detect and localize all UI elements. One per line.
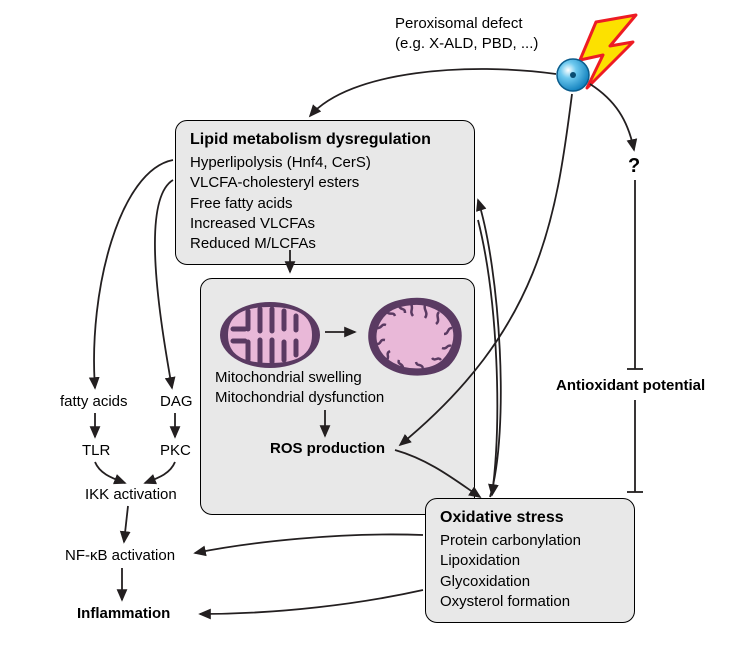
lightning-bolt-icon <box>580 15 636 88</box>
dag-label: DAG <box>160 393 193 410</box>
mito-item: Mitochondrial swelling <box>215 368 460 388</box>
oxi-item: Glycoxidation <box>440 572 620 592</box>
peroxisome-icon <box>557 59 589 91</box>
oxi-item: Lipoxidation <box>440 551 620 571</box>
antioxidant-label: Antioxidant potential <box>556 377 705 394</box>
title-line1: Peroxisomal defect <box>395 15 523 32</box>
ros-label: ROS production <box>270 440 385 457</box>
lipid-box: Lipid metabolism dysregulation Hyperlipo… <box>175 120 475 265</box>
lipid-item: VLCFA-cholesteryl esters <box>190 173 460 193</box>
pkc-label: PKC <box>160 442 191 459</box>
oxi-item: Protein carbonylation <box>440 531 620 551</box>
ikk-label: IKK activation <box>85 486 177 503</box>
question-mark: ? <box>628 155 640 178</box>
tlr-label: TLR <box>82 442 110 459</box>
lipid-item: Increased VLCFAs <box>190 214 460 234</box>
oxi-item: Oxysterol formation <box>440 592 620 612</box>
lipid-item: Reduced M/LCFAs <box>190 234 460 254</box>
mito-item: Mitochondrial dysfunction <box>215 388 460 408</box>
mito-box: Mitochondrial swelling Mitochondrial dys… <box>200 278 475 515</box>
fatty-acids-label: fatty acids <box>60 393 128 410</box>
diagram-stage: Peroxisomal defect (e.g. X-ALD, PBD, ...… <box>0 0 742 649</box>
lipid-item: Hyperlipolysis (Hnf4, CerS) <box>190 153 460 173</box>
lipid-heading: Lipid metabolism dysregulation <box>190 131 460 149</box>
lipid-item: Free fatty acids <box>190 194 460 214</box>
title-line2: (e.g. X-ALD, PBD, ...) <box>395 35 538 52</box>
inflammation-label: Inflammation <box>77 605 170 622</box>
oxi-heading: Oxidative stress <box>440 509 620 527</box>
oxi-box: Oxidative stress Protein carbonylation L… <box>425 498 635 623</box>
nfkb-label: NF-κB activation <box>65 547 175 564</box>
